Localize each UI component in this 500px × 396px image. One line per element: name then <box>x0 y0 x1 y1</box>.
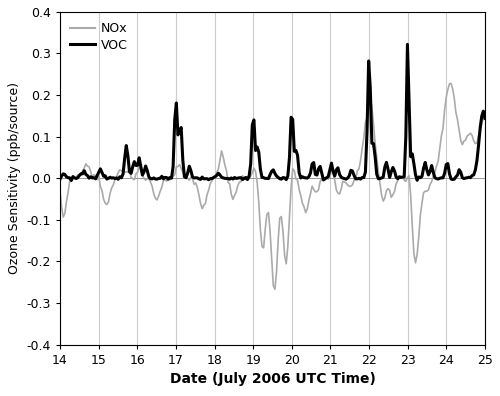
VOC <box>241 176 247 181</box>
Line: VOC: VOC <box>60 44 485 181</box>
NOx <box>326 177 332 181</box>
VOC <box>68 178 74 183</box>
NOx <box>217 158 223 162</box>
NOx <box>301 204 307 209</box>
VOC <box>404 42 410 47</box>
NOx <box>240 173 246 178</box>
NOx <box>272 287 278 292</box>
NOx <box>482 113 488 118</box>
Line: NOx: NOx <box>60 84 485 289</box>
VOC <box>301 175 307 180</box>
VOC <box>198 177 203 182</box>
VOC <box>70 174 76 179</box>
Y-axis label: Ozone Sensitivity (ppb/source): Ozone Sensitivity (ppb/source) <box>8 82 21 274</box>
Legend: NOx, VOC: NOx, VOC <box>66 18 132 55</box>
NOx <box>448 81 454 86</box>
NOx <box>57 188 63 193</box>
VOC <box>57 177 63 182</box>
VOC <box>482 116 488 121</box>
NOx <box>196 193 202 198</box>
X-axis label: Date (July 2006 UTC Time): Date (July 2006 UTC Time) <box>170 372 376 386</box>
NOx <box>68 177 74 182</box>
VOC <box>326 174 332 179</box>
VOC <box>218 175 224 179</box>
